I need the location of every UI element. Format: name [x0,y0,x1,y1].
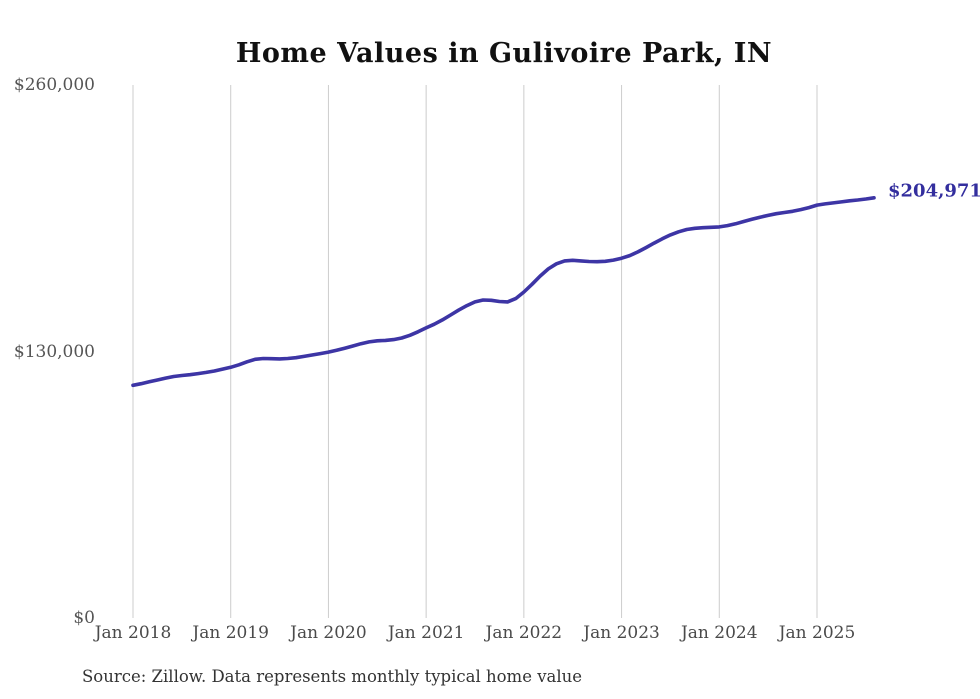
y-axis-tick-label-260000: $260,000 [13,75,95,95]
x-axis-tick-label-jan-2019: Jan 2019 [192,623,269,643]
x-axis-tick-label-jan-2022: Jan 2022 [485,623,563,643]
x-axis-tick-label-jan-2018: Jan 2018 [94,623,172,643]
home-value-line-series [131,196,876,388]
last-value-label: $204,971 [888,180,980,202]
vertical-gridlines [132,85,818,618]
source-attribution-note: Source: Zillow. Data represents monthly … [82,667,583,686]
y-axis-tick-label-130000: $130,000 [13,342,95,362]
y-axis-tick-label-0: $0 [73,608,95,628]
x-axis-tick-label-jan-2025: Jan 2025 [778,623,856,643]
chart-title: Home Values in Gulivoire Park, IN [235,38,773,69]
x-axis-tick-label-jan-2020: Jan 2020 [290,623,367,643]
x-axis-tick-label-jan-2023: Jan 2023 [583,623,660,643]
x-axis-tick-label-jan-2024: Jan 2024 [680,623,758,643]
x-axis-tick-label-jan-2021: Jan 2021 [387,623,465,643]
